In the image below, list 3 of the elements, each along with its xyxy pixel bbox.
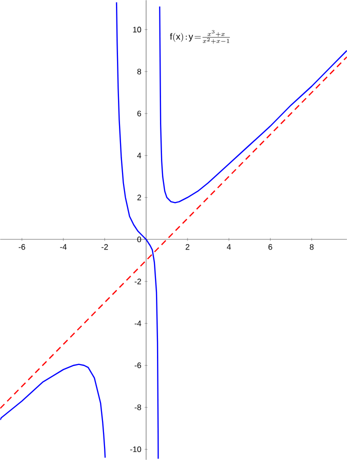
line-series bbox=[159, 6, 347, 204]
line-series bbox=[116, 2, 159, 460]
annotation: $\mathrm{f(x)\!:\!y\!=}\frac{x^{3}+x}{x^{2}+x-1}$ bbox=[170, 30, 230, 44]
